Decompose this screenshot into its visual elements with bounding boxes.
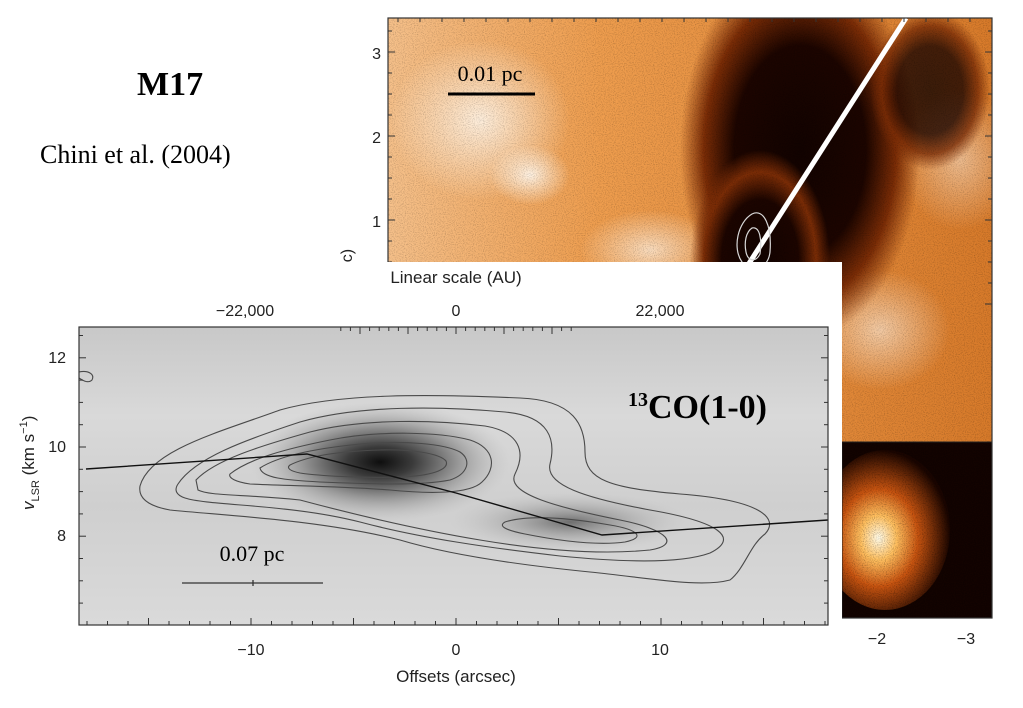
contour-line [195,420,668,553]
scale-bar-label: 0.01 pc [458,61,523,86]
top-axis-label: Linear scale (AU) [390,268,521,287]
contour-line [744,227,762,261]
y-tick-label: 8 [57,528,66,545]
slide-title: M17 [137,66,204,103]
citation-text: Chini et al. (2004) [40,140,231,169]
x-tick-label: −3 [957,631,975,648]
top-tick-label: 0 [452,303,461,320]
y-axis-label-unit: (km s [19,434,38,480]
y-axis-label-main: v [19,500,38,510]
species-main: CO(1-0) [648,389,767,426]
y-axis-label: vLSR (km s−1) [18,416,42,510]
contour-line [287,449,447,478]
y-tick-label: 10 [48,439,66,456]
species-label: 13CO(1-0) [628,389,767,426]
y-axis-label-close: ) [19,416,38,422]
contour-line [259,441,468,485]
pv-image [79,327,828,625]
y-axis-label-sub: LSR [30,480,42,501]
species-superscript: 13 [628,389,648,411]
y-tick-label: 12 [48,350,66,367]
x-tick-label: −2 [868,631,886,648]
top-tick-label: −22,000 [216,303,274,320]
inset-image [820,441,993,619]
velocity-fit-line [85,453,828,536]
x-tick-label: 10 [651,642,669,659]
contour-line [175,407,724,562]
scale-bar-label: 0.07 pc [220,541,285,566]
contour-line [501,517,638,544]
contour-line [229,432,492,493]
top-tick-label: 22,000 [636,303,685,320]
pv-frame [78,326,829,626]
y-tick-label: 1 [372,214,381,231]
y-axis-label-exp: −1 [18,421,30,434]
pv-frame-ticks [79,327,828,625]
x-tick-label: 0 [452,642,461,659]
x-tick-label: −10 [237,642,264,659]
y-tick-label: 2 [372,130,381,147]
x-axis-label: Offsets (arcsec) [396,667,516,686]
y-tick-label: 3 [372,46,381,63]
